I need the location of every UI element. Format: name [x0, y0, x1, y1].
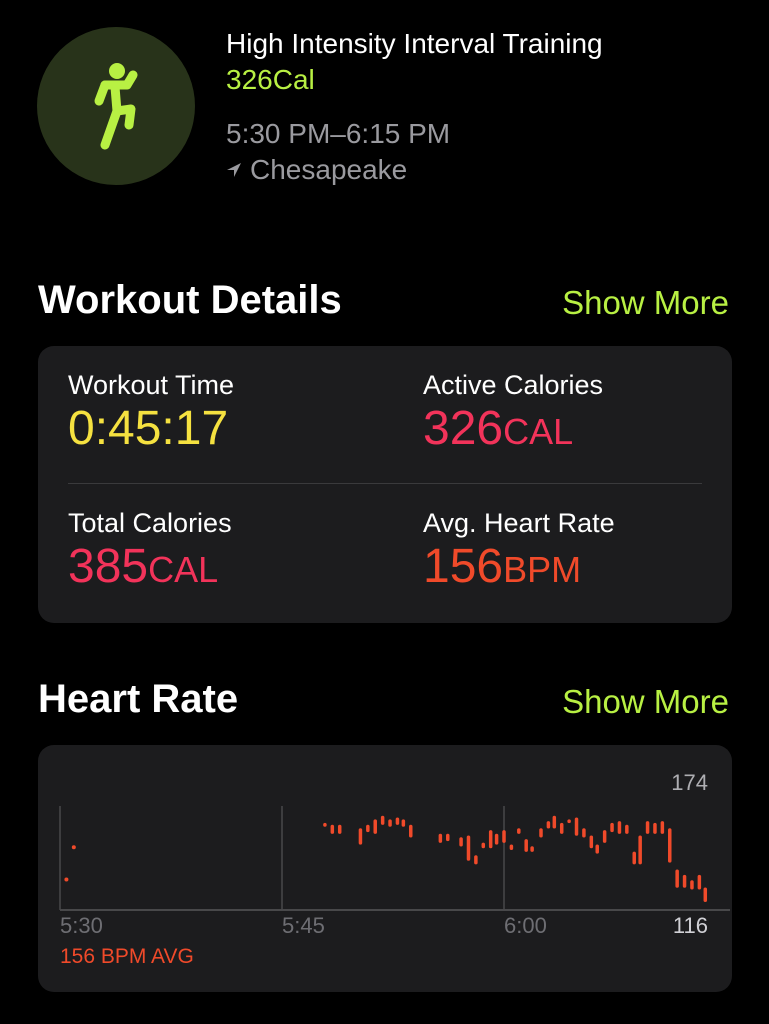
heart-rate-bar — [638, 835, 642, 865]
heart-rate-bar — [330, 824, 335, 834]
heart-rate-bar — [675, 869, 679, 888]
metric-value: 385 — [68, 540, 149, 593]
heart-rate-bar — [690, 880, 694, 890]
heart-rate-point — [71, 845, 76, 850]
workout-details-card: Workout Time 0:45:17 Active Calories 326… — [38, 346, 732, 623]
heart-rate-bar — [589, 835, 594, 849]
heart-rate-bar — [582, 828, 586, 838]
workout-title: High Intensity Interval Training — [226, 28, 603, 59]
heart-rate-bar — [323, 822, 327, 827]
x-tick-label: 6:00 — [504, 913, 547, 938]
heart-rate-bar — [697, 874, 702, 890]
metric-unit: CAL — [503, 411, 574, 452]
heart-rate-bar — [574, 817, 579, 836]
heart-rate-bar — [595, 844, 599, 854]
metric-label: Avg. Heart Rate — [423, 508, 615, 538]
heart-rate-bar — [524, 839, 528, 852]
heart-rate-bar — [625, 824, 629, 834]
metric-value: 156 — [423, 540, 504, 593]
metric-label: Active Calories — [423, 370, 604, 400]
heart-rate-bar — [703, 887, 708, 903]
heart-rate-bar — [559, 822, 564, 834]
active-calories-metric: Active Calories 326CAL — [423, 370, 603, 456]
heart-rate-point — [64, 877, 69, 882]
metric-unit: CAL — [148, 549, 219, 590]
heart-rate-bar — [438, 833, 443, 843]
metric-unit: BPM — [503, 549, 582, 590]
heart-rate-bar — [474, 855, 478, 865]
heart-rate-bar — [373, 819, 377, 834]
heart-rate-bar — [539, 828, 543, 838]
heart-rate-bar — [660, 821, 665, 834]
heart-rate-bar — [380, 815, 385, 825]
heart-rate-show-more[interactable]: Show More — [562, 683, 729, 720]
workout-time-metric: Workout Time 0:45:17 — [68, 370, 234, 456]
metric-label: Total Calories — [68, 508, 232, 538]
heart-rate-bar — [409, 824, 413, 838]
workout-time-range: 5:30 PM–6:15 PM — [226, 118, 451, 149]
workout-icon-badge — [37, 27, 195, 185]
heart-rate-bar — [366, 824, 370, 833]
location-name: Chesapeake — [250, 154, 408, 185]
workout-calories: 326Cal — [226, 64, 315, 95]
location-arrow-icon — [227, 163, 241, 177]
workout-header: High Intensity Interval Training 326Cal … — [226, 28, 603, 186]
heart-rate-bar — [481, 842, 486, 849]
heart-rate-card[interactable]: 5:30 5:45 6:00 174 116 156 BPM AVG — [38, 745, 732, 992]
heart-rate-bar — [617, 821, 622, 834]
y-max-label: 174 — [671, 770, 708, 795]
heart-rate-bar — [459, 837, 463, 847]
heart-rate-bar — [530, 846, 534, 852]
heart-rate-bar — [401, 819, 406, 827]
heart-rate-bar — [552, 815, 557, 829]
heart-rate-bar — [645, 821, 650, 834]
avg-bpm-label: 156 BPM AVG — [60, 945, 194, 968]
heart-rate-bar — [395, 817, 400, 825]
heart-rate-chart: 5:30 5:45 6:00 174 116 156 BPM AVG — [59, 770, 730, 968]
heart-rate-bar — [682, 874, 687, 888]
heart-rate-bar — [388, 819, 392, 827]
workout-details-title: Workout Details — [38, 278, 342, 322]
metric-value: 0:45:17 — [68, 402, 229, 455]
divider — [68, 483, 702, 484]
avg-heart-rate-metric: Avg. Heart Rate 156BPM — [423, 508, 615, 594]
heart-rate-bar — [466, 835, 471, 861]
heart-rate-title: Heart Rate — [38, 677, 239, 721]
heart-rate-bar — [517, 828, 521, 834]
heart-rate-bar — [610, 822, 614, 833]
heart-rate-bar — [494, 833, 499, 845]
running-figure-icon — [94, 63, 138, 150]
heart-rate-bar — [567, 819, 571, 824]
x-tick-label: 5:30 — [60, 913, 103, 938]
heart-rate-bar — [668, 828, 672, 863]
heart-rate-bar — [632, 851, 636, 865]
metric-value: 326 — [423, 402, 504, 455]
workout-location: Chesapeake — [226, 154, 603, 186]
heart-rate-bar — [653, 822, 657, 834]
heart-rate-bar — [502, 830, 506, 843]
heart-rate-bar — [337, 824, 342, 834]
total-calories-metric: Total Calories 385CAL — [68, 508, 232, 594]
heart-rate-bar — [546, 821, 551, 829]
heart-rate-bar — [488, 830, 493, 849]
heart-rate-bar — [509, 844, 514, 851]
y-min-label: 116 — [673, 913, 708, 938]
heart-rate-bar — [602, 830, 607, 843]
heart-rate-bar — [358, 828, 363, 845]
workout-details-show-more[interactable]: Show More — [562, 284, 729, 321]
heart-rate-bar — [446, 833, 450, 842]
x-tick-label: 5:45 — [282, 913, 325, 938]
metric-label: Workout Time — [68, 370, 235, 400]
